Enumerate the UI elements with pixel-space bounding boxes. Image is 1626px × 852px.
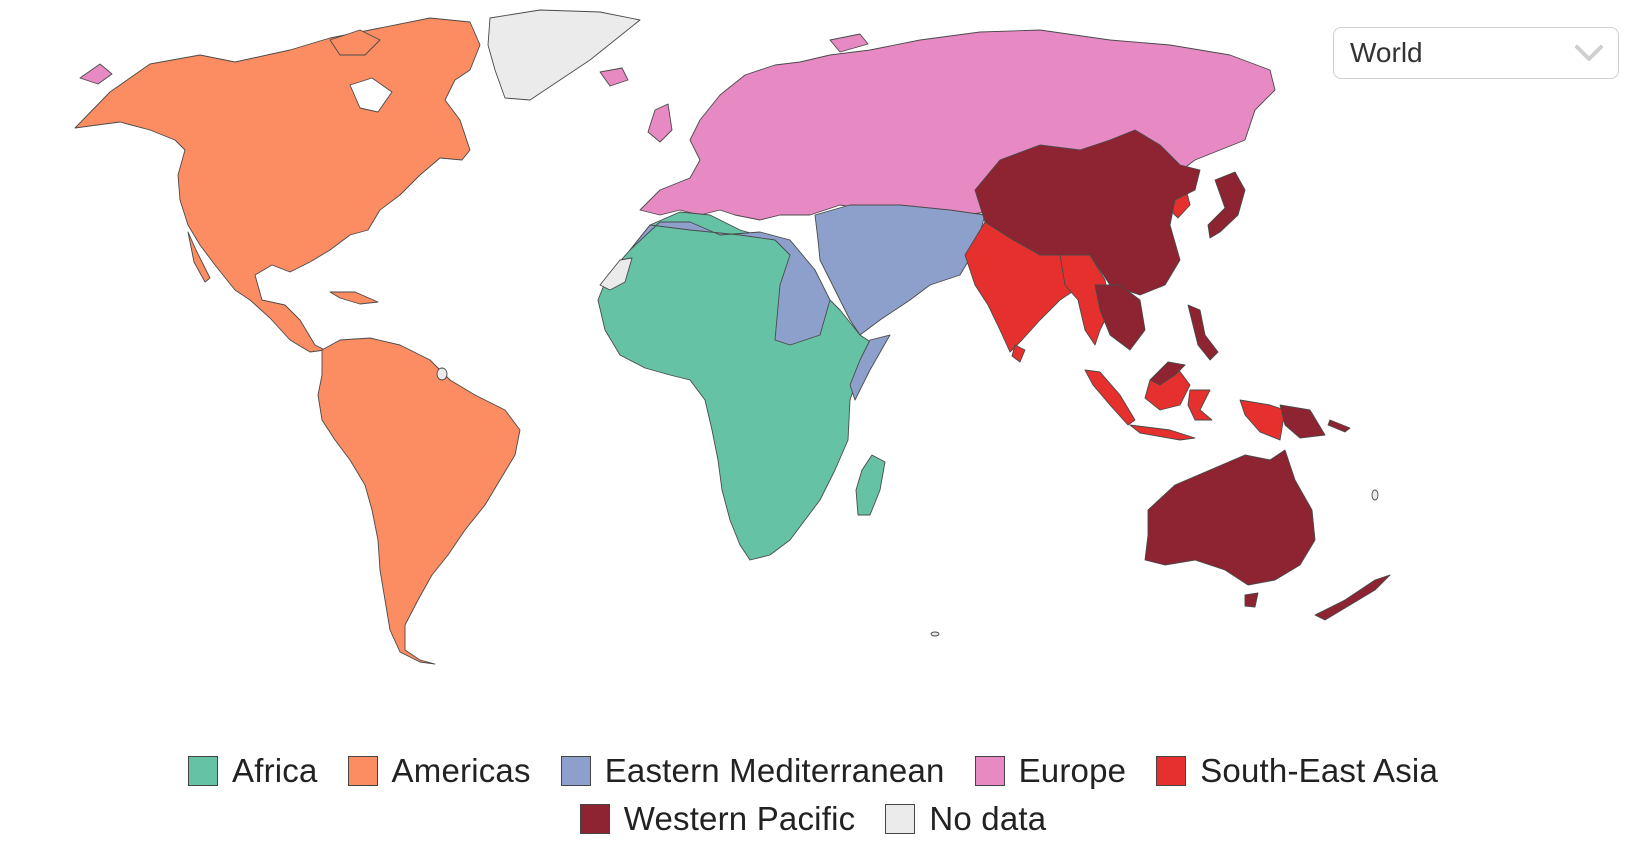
somalia-shape bbox=[849, 334, 891, 401]
north-america-shape bbox=[74, 17, 481, 353]
greenland-west-island bbox=[329, 29, 381, 56]
legend-item-no-data[interactable]: No data bbox=[885, 800, 1046, 838]
greenland-shape[interactable] bbox=[487, 9, 641, 101]
legend-swatch-western-pacific bbox=[579, 804, 610, 834]
legend-row-2: Western Pacific No data bbox=[579, 800, 1047, 838]
legend-swatch-no-data bbox=[885, 804, 916, 834]
alaska-fragment bbox=[79, 63, 113, 85]
north-africa-emr bbox=[629, 221, 831, 346]
legend-swatch-south-east-asia bbox=[1156, 756, 1187, 786]
small-island-south[interactable] bbox=[930, 631, 940, 637]
indonesia-java bbox=[1129, 424, 1196, 441]
novaya-zemlya bbox=[829, 33, 869, 53]
uk-shape bbox=[647, 103, 673, 143]
french-guiana[interactable] bbox=[436, 367, 448, 381]
region-western-pacific[interactable] bbox=[974, 129, 1391, 621]
legend-label-eastern-mediterranean: Eastern Mediterranean bbox=[604, 752, 945, 789]
madagascar-shape[interactable] bbox=[855, 454, 886, 516]
papua-new-guinea bbox=[1279, 404, 1326, 439]
hudson-island bbox=[349, 77, 393, 113]
legend-item-africa[interactable]: Africa bbox=[187, 752, 318, 790]
iceland-shape bbox=[599, 67, 629, 87]
philippines bbox=[1187, 304, 1219, 361]
legend-label-africa: Africa bbox=[231, 752, 318, 789]
map-legend: Africa Americas Eastern Mediterranean Eu… bbox=[0, 752, 1626, 838]
myanmar-thai bbox=[1059, 254, 1111, 346]
china-shape bbox=[974, 129, 1201, 296]
chevron-down-icon bbox=[1575, 45, 1603, 61]
new-zealand bbox=[1314, 574, 1391, 621]
legend-swatch-europe bbox=[974, 756, 1005, 786]
legend-swatch-eastern-mediterranean bbox=[560, 756, 591, 786]
cuba bbox=[329, 291, 379, 305]
region-eastern-mediterranean[interactable] bbox=[629, 204, 986, 401]
papua-west bbox=[1239, 399, 1286, 441]
malaysia-borneo bbox=[1149, 361, 1186, 386]
sri-lanka bbox=[1011, 344, 1026, 363]
legend-label-south-east-asia: South-East Asia bbox=[1200, 752, 1439, 789]
indonesia-sumatra bbox=[1084, 369, 1136, 426]
south-america-shape bbox=[317, 337, 521, 665]
solomon bbox=[1327, 419, 1351, 433]
sulawesi bbox=[1187, 389, 1213, 421]
legend-row-1: Africa Americas Eastern Mediterranean Eu… bbox=[187, 752, 1438, 790]
legend-swatch-americas bbox=[347, 756, 378, 786]
legend-label-europe: Europe bbox=[1018, 752, 1127, 789]
region-dropdown-value: World bbox=[1350, 37, 1423, 68]
region-south-east-asia[interactable] bbox=[964, 184, 1286, 441]
world-map[interactable] bbox=[0, 0, 1626, 700]
legend-item-south-east-asia[interactable]: South-East Asia bbox=[1156, 752, 1438, 790]
western-sahara[interactable] bbox=[599, 257, 633, 291]
legend-item-europe[interactable]: Europe bbox=[974, 752, 1127, 790]
legend-item-eastern-mediterranean[interactable]: Eastern Mediterranean bbox=[560, 752, 945, 790]
region-americas[interactable] bbox=[74, 17, 521, 665]
legend-label-western-pacific: Western Pacific bbox=[623, 800, 856, 837]
legend-item-americas[interactable]: Americas bbox=[347, 752, 531, 790]
middle-east-shape bbox=[814, 204, 986, 336]
japan-shape bbox=[1207, 171, 1246, 239]
region-dropdown[interactable]: World bbox=[1333, 27, 1619, 79]
legend-item-western-pacific[interactable]: Western Pacific bbox=[579, 800, 856, 838]
tasmania bbox=[1244, 592, 1259, 608]
small-island-east[interactable] bbox=[1371, 489, 1379, 501]
indochina bbox=[1094, 284, 1146, 351]
australia-shape bbox=[1144, 449, 1316, 586]
legend-swatch-africa bbox=[187, 756, 218, 786]
legend-label-no-data: No data bbox=[929, 800, 1047, 837]
legend-label-americas: Americas bbox=[391, 752, 531, 789]
baja bbox=[187, 231, 211, 283]
